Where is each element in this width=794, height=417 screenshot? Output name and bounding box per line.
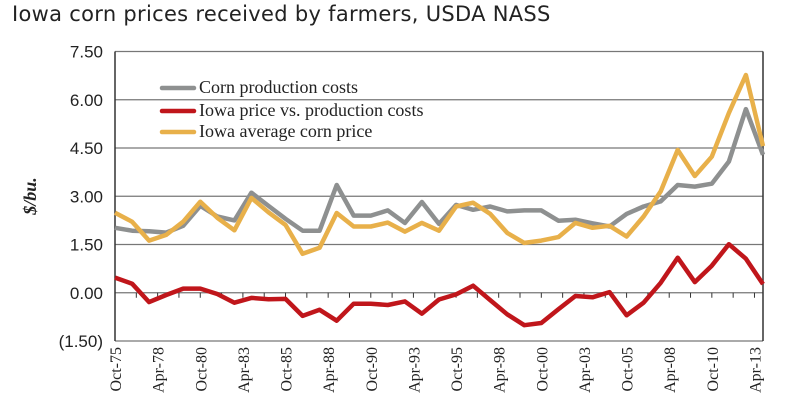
- x-tick-label: Oct-80: [193, 347, 210, 391]
- x-tick-label: Apr-78: [151, 347, 168, 393]
- legend-label: Corn production costs: [199, 77, 358, 97]
- y-tick-label: 0.00: [70, 284, 103, 303]
- x-tick-label: Oct-85: [279, 347, 296, 391]
- x-tick-label: Oct-95: [449, 347, 466, 391]
- x-tick-label: Oct-10: [705, 347, 722, 391]
- x-tick-label: Oct-75: [108, 347, 125, 391]
- legend: Corn production costs Iowa price vs. prod…: [159, 77, 423, 141]
- legend-label: Iowa price vs. production costs: [199, 100, 423, 120]
- y-axis-label: $/bu.: [20, 177, 40, 216]
- x-tick-label: Oct-90: [364, 347, 381, 391]
- x-tick-label: Apr-13: [747, 347, 764, 393]
- y-tick-label: 6.00: [70, 91, 103, 110]
- y-tick-label: 1.50: [70, 236, 103, 255]
- x-tick-label: Apr-93: [406, 347, 423, 393]
- x-tick-label: Apr-83: [236, 347, 253, 393]
- x-tick-label: Oct-00: [534, 347, 551, 391]
- axes: 7.50 6.00 4.50 3.00 1.50 0.00 (1.50) Oct-75 Apr-…: [59, 43, 765, 393]
- x-tick-label: Apr-03: [577, 347, 594, 393]
- x-tick-label: Oct-05: [620, 347, 637, 391]
- chart-title: Iowa corn prices received by farmers, US…: [12, 2, 551, 26]
- y-tick-label: 7.50: [70, 43, 103, 62]
- legend-label: Iowa average corn price: [199, 121, 372, 141]
- x-tick-label: Apr-08: [662, 347, 679, 393]
- x-tick-label: Apr-88: [321, 347, 338, 393]
- y-tick-label: 3.00: [70, 187, 103, 206]
- x-tick-label: Apr-98: [492, 347, 509, 393]
- series-lines: [113, 72, 766, 328]
- y-tick-label: (1.50): [59, 332, 103, 351]
- y-tick-label: 4.50: [70, 139, 103, 158]
- series-line-1: [114, 241, 765, 328]
